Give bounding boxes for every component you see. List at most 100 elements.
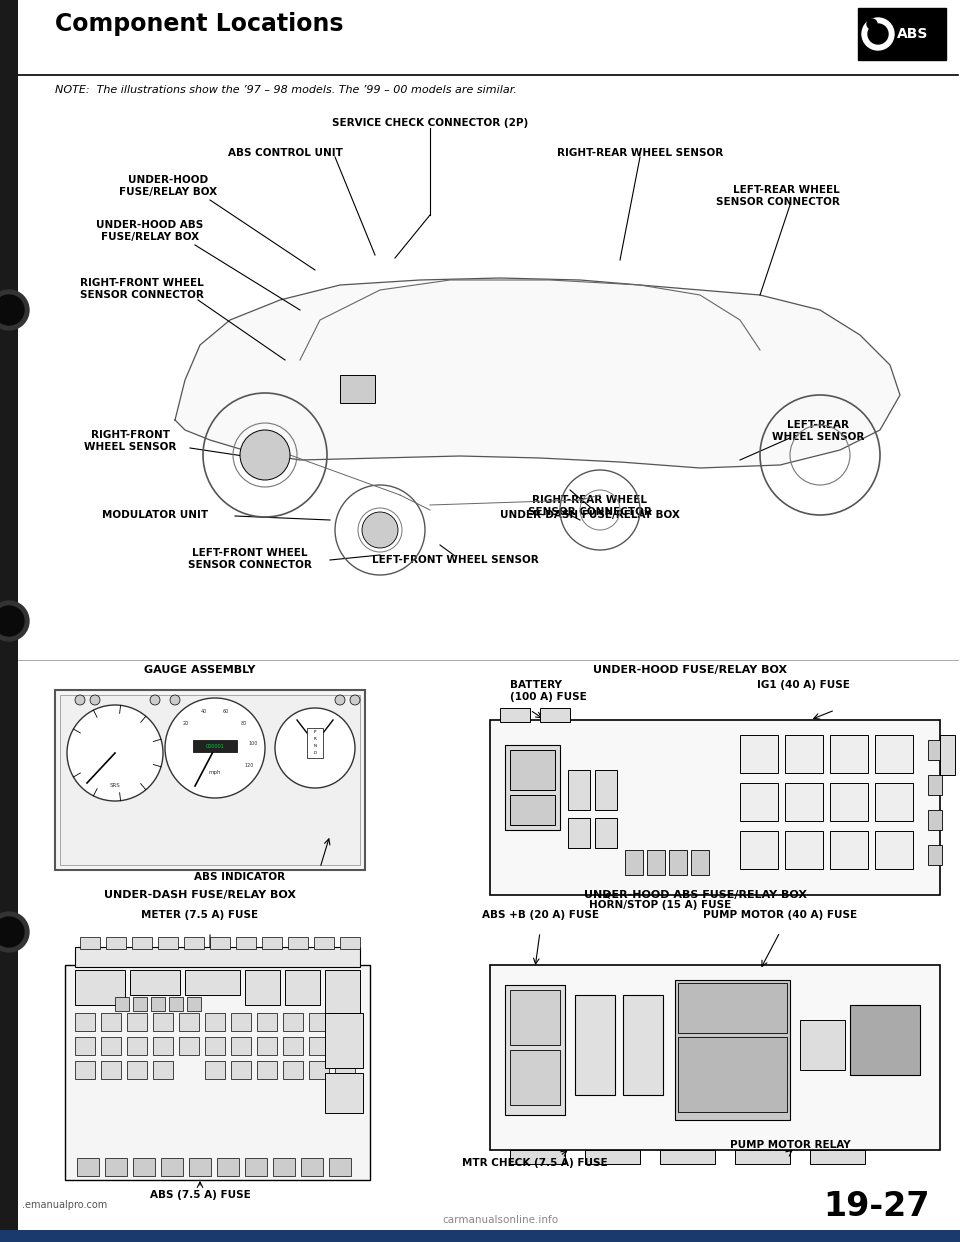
Text: HORN/STOP (15 A) FUSE: HORN/STOP (15 A) FUSE — [588, 900, 732, 910]
Text: P: P — [314, 730, 316, 734]
Circle shape — [240, 430, 290, 479]
Bar — [189, 1158, 211, 1176]
Circle shape — [0, 296, 24, 325]
Bar — [575, 995, 615, 1095]
Bar — [257, 1013, 277, 1031]
Text: LEFT-FRONT WHEEL
SENSOR CONNECTOR: LEFT-FRONT WHEEL SENSOR CONNECTOR — [188, 548, 312, 570]
Bar — [257, 1061, 277, 1079]
Bar — [785, 735, 823, 773]
Bar — [101, 1037, 121, 1054]
Bar — [595, 770, 617, 810]
Bar — [179, 1013, 199, 1031]
Bar — [75, 1037, 95, 1054]
Polygon shape — [175, 278, 900, 468]
Bar — [510, 1150, 565, 1164]
Bar — [660, 1150, 715, 1164]
Bar — [283, 1061, 303, 1079]
Bar — [340, 375, 375, 402]
Bar — [158, 936, 178, 949]
Bar — [785, 831, 823, 869]
Bar — [329, 1158, 351, 1176]
Bar — [60, 696, 360, 864]
Circle shape — [862, 17, 894, 50]
Bar — [540, 708, 570, 722]
Text: R: R — [314, 737, 317, 741]
Bar — [568, 818, 590, 848]
Bar — [65, 965, 370, 1180]
Text: carmanualsonline.info: carmanualsonline.info — [442, 1215, 558, 1225]
Circle shape — [170, 696, 180, 705]
Text: 000001: 000001 — [205, 744, 225, 749]
Bar — [335, 1037, 355, 1054]
Text: GAUGE ASSEMBLY: GAUGE ASSEMBLY — [144, 664, 255, 674]
Text: METER (7.5 A) FUSE: METER (7.5 A) FUSE — [141, 910, 258, 920]
Bar — [151, 997, 165, 1011]
Bar — [285, 970, 320, 1005]
Bar — [133, 997, 147, 1011]
Bar — [262, 936, 282, 949]
Bar — [217, 1158, 239, 1176]
Text: MTR CHECK (7.5 A) FUSE: MTR CHECK (7.5 A) FUSE — [462, 1158, 608, 1167]
Text: UNDER-HOOD ABS FUSE/RELAY BOX: UNDER-HOOD ABS FUSE/RELAY BOX — [584, 891, 806, 900]
Text: LEFT-REAR WHEEL
SENSOR CONNECTOR: LEFT-REAR WHEEL SENSOR CONNECTOR — [716, 185, 840, 206]
Circle shape — [867, 19, 877, 29]
Circle shape — [150, 696, 160, 705]
Bar — [928, 810, 942, 830]
Bar — [335, 1061, 355, 1079]
Bar — [153, 1013, 173, 1031]
Bar — [205, 1061, 225, 1079]
Text: IG1 (40 A) FUSE: IG1 (40 A) FUSE — [757, 681, 850, 691]
Bar — [231, 1061, 251, 1079]
Text: ABS +B (20 A) FUSE: ABS +B (20 A) FUSE — [482, 910, 598, 920]
Bar — [75, 970, 125, 1005]
Bar — [101, 1013, 121, 1031]
Circle shape — [67, 705, 163, 801]
Bar — [257, 1037, 277, 1054]
Bar — [80, 936, 100, 949]
Bar — [340, 936, 360, 949]
Bar — [490, 720, 940, 895]
Circle shape — [0, 606, 24, 636]
Text: 19-27: 19-27 — [824, 1190, 930, 1223]
Text: ABS INDICATOR: ABS INDICATOR — [195, 872, 285, 882]
Bar — [830, 831, 868, 869]
Text: UNDER-HOOD ABS
FUSE/RELAY BOX: UNDER-HOOD ABS FUSE/RELAY BOX — [96, 220, 204, 242]
Text: 80: 80 — [241, 722, 248, 727]
Text: MODULATOR UNIT: MODULATOR UNIT — [102, 510, 208, 520]
Bar — [505, 985, 565, 1115]
Text: ABS CONTROL UNIT: ABS CONTROL UNIT — [228, 148, 343, 158]
Text: SERVICE CHECK CONNECTOR (2P): SERVICE CHECK CONNECTOR (2P) — [332, 118, 528, 128]
Circle shape — [165, 698, 265, 799]
Bar — [810, 1150, 865, 1164]
Bar — [210, 936, 230, 949]
Bar — [231, 1013, 251, 1031]
Bar — [740, 831, 778, 869]
Bar — [740, 782, 778, 821]
Bar — [940, 735, 955, 775]
Text: Component Locations: Component Locations — [55, 12, 344, 36]
Text: PUMP MOTOR RELAY: PUMP MOTOR RELAY — [730, 1140, 851, 1150]
Bar — [314, 936, 334, 949]
Text: 120: 120 — [244, 763, 253, 768]
Text: UNDER-HOOD
FUSE/RELAY BOX: UNDER-HOOD FUSE/RELAY BOX — [119, 175, 217, 196]
Circle shape — [0, 917, 24, 946]
Bar — [301, 1158, 323, 1176]
Bar — [928, 740, 942, 760]
Text: 60: 60 — [223, 709, 229, 714]
Bar — [325, 970, 360, 1025]
Text: RIGHT-FRONT WHEEL
SENSOR CONNECTOR: RIGHT-FRONT WHEEL SENSOR CONNECTOR — [80, 278, 204, 299]
Text: 100: 100 — [248, 741, 257, 746]
Text: RIGHT-REAR WHEEL
SENSOR CONNECTOR: RIGHT-REAR WHEEL SENSOR CONNECTOR — [528, 496, 652, 517]
Bar — [205, 1013, 225, 1031]
Text: UNDER-DASH FUSE/RELAY BOX: UNDER-DASH FUSE/RELAY BOX — [500, 510, 680, 520]
Bar — [132, 936, 152, 949]
Bar — [678, 1037, 787, 1112]
Text: UNDER-HOOD FUSE/RELAY BOX: UNDER-HOOD FUSE/RELAY BOX — [593, 664, 787, 674]
Bar — [691, 850, 709, 876]
Bar — [153, 1061, 173, 1079]
Bar — [568, 770, 590, 810]
Bar — [0, 0, 18, 1242]
Bar — [858, 7, 946, 60]
Bar — [309, 1037, 329, 1054]
Bar — [18, 0, 960, 75]
